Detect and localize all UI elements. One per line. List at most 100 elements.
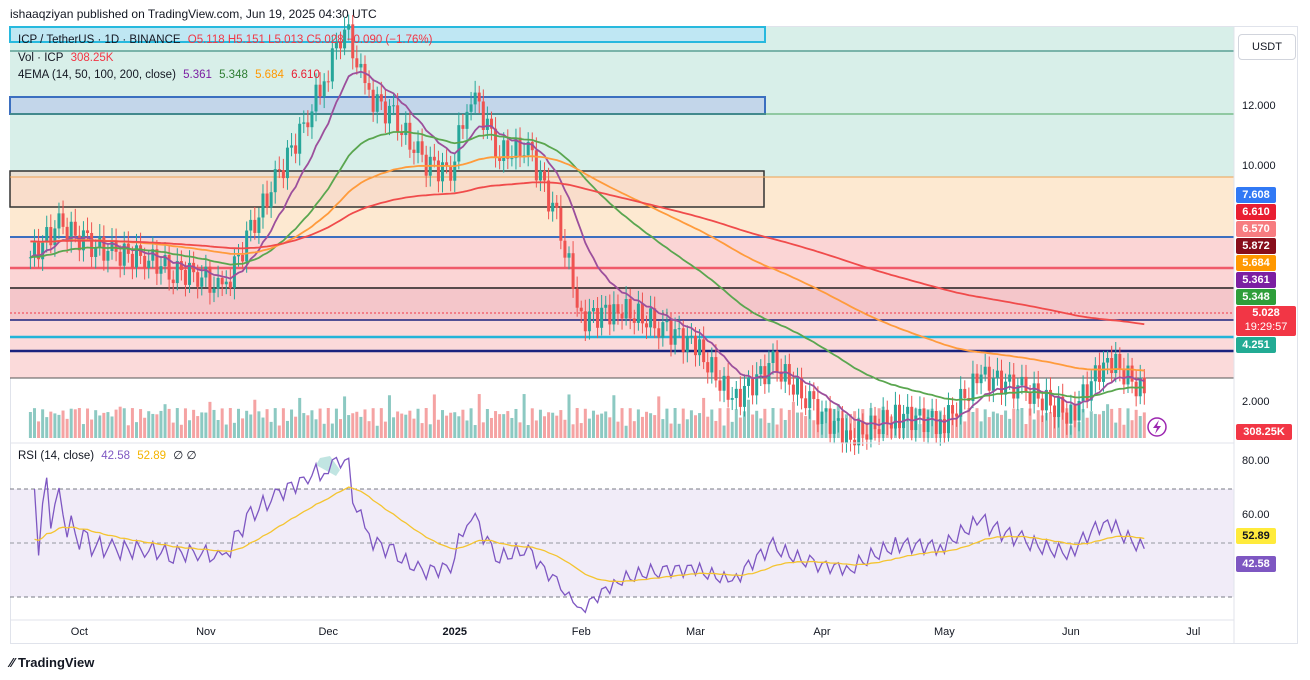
volume-bar: [343, 396, 347, 438]
volume-bar: [273, 408, 277, 438]
volume-bar: [795, 412, 799, 438]
candle-body: [90, 233, 94, 257]
volume-bar: [41, 409, 45, 438]
candle-body: [828, 408, 832, 434]
volume-bar: [387, 395, 391, 438]
volume-bar: [657, 396, 661, 438]
legend-volume[interactable]: Vol · ICP 308.25K: [18, 52, 117, 64]
candle-body: [277, 169, 281, 171]
volume-bar: [416, 408, 420, 438]
candle-body: [567, 253, 571, 258]
candle-body: [228, 281, 232, 288]
candle-body: [738, 388, 742, 407]
volume-bar: [498, 414, 502, 438]
volume-bar: [351, 413, 355, 438]
candle-body: [1024, 376, 1028, 392]
rsi-overbought-fill: [316, 456, 340, 476]
volume-bar: [277, 425, 281, 438]
candle-body: [742, 385, 746, 407]
candle-body: [632, 318, 636, 323]
volume-bar: [596, 414, 600, 438]
volume-bar: [804, 416, 808, 438]
candle-body: [461, 125, 465, 129]
candle-body: [449, 166, 453, 181]
tradingview-logo[interactable]: ⁄⁄ TradingView: [10, 655, 94, 670]
volume-bar: [1142, 412, 1146, 438]
candle-body: [220, 277, 224, 285]
candle-body: [930, 410, 934, 418]
volume-bar: [477, 394, 481, 438]
volume-bar: [1122, 424, 1126, 438]
candle-body: [791, 384, 795, 395]
volume-bar: [86, 408, 90, 438]
candle-body: [339, 41, 343, 49]
candle-body: [1040, 398, 1044, 411]
price-badge-5684: 5.684: [1236, 255, 1276, 271]
volume-bar: [722, 425, 726, 438]
candle-body: [1085, 384, 1089, 401]
legend-ema[interactable]: 4EMA (14, 50, 100, 200, close) 5.361 5.3…: [18, 69, 324, 81]
volume-bar: [1008, 418, 1012, 438]
candle-body: [763, 366, 767, 385]
volume-bar: [1102, 410, 1106, 438]
volume-bar: [783, 419, 787, 438]
volume-bar: [102, 412, 106, 438]
volume-bar: [706, 416, 710, 438]
volume-bar: [1118, 408, 1122, 438]
volume-bar: [759, 418, 763, 438]
candle-body: [551, 202, 555, 212]
volume-bar: [1085, 417, 1089, 438]
volume-bar: [359, 416, 363, 438]
volume-bar: [702, 397, 706, 438]
price-tick-12: 12.000: [1242, 100, 1276, 112]
candle-body: [995, 370, 999, 379]
candle-body: [991, 378, 995, 391]
candle-body: [167, 254, 171, 280]
volume-bar: [28, 412, 32, 438]
candle-body: [689, 335, 693, 337]
candle-body: [530, 141, 534, 151]
volume-bar: [310, 410, 314, 438]
volume-bar: [681, 408, 685, 438]
volume-bar: [37, 421, 41, 438]
candle-body: [61, 213, 65, 227]
volume-bar: [212, 409, 216, 438]
volume-bar: [94, 410, 98, 438]
legend-symbol[interactable]: ICP / TetherUS · 1D · BINANCE O5.118 H5.…: [18, 34, 436, 46]
candle-body: [302, 122, 306, 124]
volume-bar: [963, 421, 967, 438]
candle-body: [596, 308, 600, 328]
candle-body: [959, 388, 963, 417]
tv-logo-icon: ⁄⁄: [10, 655, 15, 670]
volume-bar: [685, 419, 689, 438]
volume-bar: [543, 416, 547, 438]
volume-bar: [396, 411, 400, 438]
volume-bar: [632, 421, 636, 438]
volume-bar: [196, 416, 200, 438]
volume-bar: [334, 408, 338, 438]
volume-bar: [967, 408, 971, 438]
candle-body: [755, 374, 759, 396]
volume-bar: [457, 416, 461, 438]
rsi-label: RSI (14, close): [18, 450, 95, 462]
volume-bar: [383, 421, 387, 438]
volume-bar: [122, 408, 126, 438]
volume-bar: [81, 424, 85, 438]
currency-button[interactable]: USDT: [1238, 34, 1296, 60]
candle-body: [269, 192, 273, 208]
candle-body: [889, 423, 893, 429]
candle-body: [910, 406, 914, 431]
volume-bar: [485, 408, 489, 438]
candle-body: [926, 417, 930, 433]
legend-rsi[interactable]: RSI (14, close) 42.58 52.89 ∅ ∅: [18, 448, 200, 462]
candle-body: [122, 243, 126, 266]
ohlc-values: O5.118 H5.151 L5.013 C5.028 −0.090 (−1.7…: [187, 34, 433, 46]
volume-bar: [955, 417, 959, 438]
volume-bar: [991, 411, 995, 438]
candle-body: [832, 420, 836, 434]
volume-bar: [971, 411, 975, 438]
candle-body: [1020, 376, 1024, 386]
volume-bar: [538, 409, 542, 438]
candle-body: [241, 254, 245, 262]
